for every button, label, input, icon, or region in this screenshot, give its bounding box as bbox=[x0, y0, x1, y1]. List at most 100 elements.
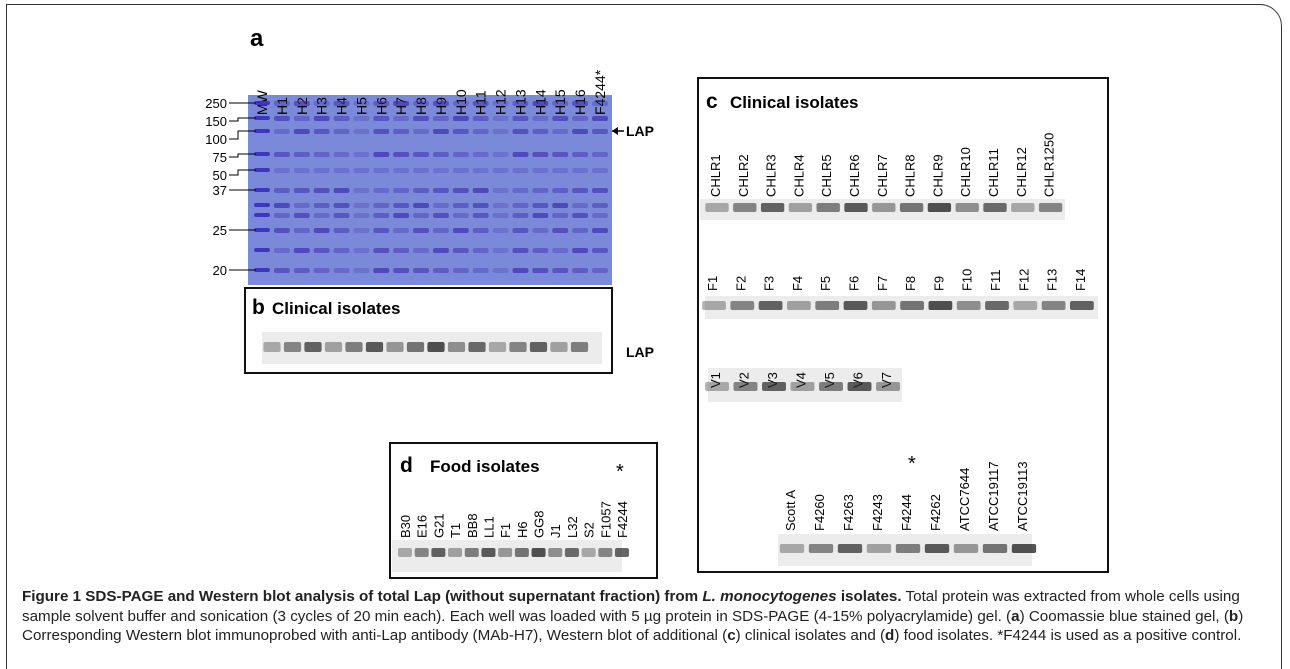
lane-label: F1057 bbox=[598, 501, 613, 538]
gel-band bbox=[413, 203, 430, 208]
lane-label: V4 bbox=[794, 372, 809, 388]
panel-letter: d bbox=[400, 454, 413, 477]
gel-band bbox=[572, 168, 589, 173]
gel-band bbox=[512, 152, 529, 157]
lane-label: J1 bbox=[548, 524, 563, 538]
mw-label: 25 bbox=[213, 223, 227, 238]
gel-band bbox=[512, 101, 529, 106]
mw-label: 37 bbox=[213, 183, 227, 198]
lane-label: CHLR1250 bbox=[1042, 133, 1057, 197]
gel-band bbox=[254, 129, 270, 133]
gel-band bbox=[313, 248, 330, 253]
lane-label: CHLR10 bbox=[958, 147, 973, 197]
gel-band bbox=[254, 213, 270, 217]
lane-label: H10 bbox=[453, 89, 469, 115]
lane-label: H12 bbox=[493, 89, 509, 115]
gel-band bbox=[552, 129, 569, 134]
lane-label: CHLR2 bbox=[736, 154, 751, 197]
gel-band bbox=[592, 248, 608, 253]
band bbox=[324, 342, 343, 352]
gel-band bbox=[432, 129, 449, 134]
band bbox=[982, 544, 1008, 553]
gel-band bbox=[532, 268, 549, 273]
band bbox=[843, 301, 868, 310]
band bbox=[837, 544, 863, 553]
band bbox=[481, 548, 496, 557]
band bbox=[985, 301, 1009, 310]
gel-band bbox=[293, 248, 310, 253]
gel-band bbox=[492, 101, 509, 106]
gel-band bbox=[452, 168, 469, 173]
gel-band bbox=[492, 116, 509, 121]
gel-band bbox=[532, 101, 549, 106]
gel-band bbox=[512, 213, 529, 218]
gel-band bbox=[393, 268, 410, 273]
band bbox=[788, 203, 813, 212]
band bbox=[1070, 301, 1094, 310]
gel-band bbox=[393, 129, 410, 134]
lane-label: BB8 bbox=[465, 513, 480, 538]
gel-band bbox=[353, 248, 370, 253]
gel-band bbox=[592, 152, 608, 157]
lane-label: ATCC19113 bbox=[1015, 461, 1030, 531]
band bbox=[1011, 544, 1037, 553]
mw-label: 75 bbox=[213, 150, 227, 165]
band bbox=[876, 382, 900, 391]
lane-label: CHLR11 bbox=[986, 148, 1001, 197]
mw-tick bbox=[229, 130, 256, 140]
gel-band bbox=[333, 168, 350, 173]
gel-band bbox=[273, 188, 290, 193]
gel-band bbox=[393, 228, 410, 233]
lane-label: F4243 bbox=[870, 494, 885, 531]
band bbox=[581, 548, 596, 557]
band bbox=[427, 342, 445, 352]
gel-band bbox=[472, 228, 489, 233]
gel-band bbox=[552, 213, 569, 218]
gel-band bbox=[393, 188, 410, 193]
lane-label: F5 bbox=[818, 276, 833, 291]
band bbox=[386, 342, 404, 352]
lane-label: CHLR5 bbox=[819, 154, 834, 197]
gel-band bbox=[254, 188, 270, 192]
band bbox=[598, 548, 613, 557]
band bbox=[431, 548, 446, 557]
gel-band bbox=[592, 101, 608, 106]
gel-band bbox=[472, 152, 489, 157]
band bbox=[468, 342, 486, 352]
gel-band bbox=[552, 188, 569, 193]
band bbox=[1038, 203, 1063, 212]
gel-band bbox=[512, 203, 529, 208]
gel-band bbox=[432, 213, 449, 218]
band bbox=[304, 342, 322, 352]
lane-label: CHLR7 bbox=[875, 154, 890, 197]
lane-label: H1 bbox=[274, 97, 290, 115]
gel-band bbox=[254, 116, 270, 120]
gel-band bbox=[472, 168, 489, 173]
gel-band bbox=[254, 228, 270, 232]
lane-label: F14 bbox=[1073, 269, 1088, 291]
gel-band bbox=[492, 248, 509, 253]
gel-band bbox=[532, 129, 549, 134]
gel-band bbox=[413, 268, 430, 273]
lane-label: H15 bbox=[552, 89, 568, 115]
arrow-head bbox=[612, 127, 618, 135]
gel-band bbox=[592, 268, 608, 273]
panel-title: Food isolates bbox=[430, 457, 540, 476]
blot bbox=[392, 540, 622, 572]
band bbox=[787, 301, 811, 310]
gel-band bbox=[512, 228, 529, 233]
lane-label: F3 bbox=[762, 276, 777, 291]
gel-band bbox=[472, 101, 489, 106]
panel-title: Clinical isolates bbox=[730, 93, 859, 112]
gel-band bbox=[333, 203, 350, 208]
gel-band bbox=[492, 188, 509, 193]
mw-tick bbox=[229, 117, 256, 122]
lane-label: S2 bbox=[582, 522, 597, 538]
gel-band bbox=[572, 152, 589, 157]
gel-band bbox=[293, 188, 310, 193]
caption-text: ) Coomassie blue stained gel, ( bbox=[1019, 607, 1229, 625]
gel-band bbox=[353, 228, 370, 233]
gel-band bbox=[313, 152, 330, 157]
gel-band bbox=[472, 203, 489, 208]
band bbox=[702, 301, 726, 310]
